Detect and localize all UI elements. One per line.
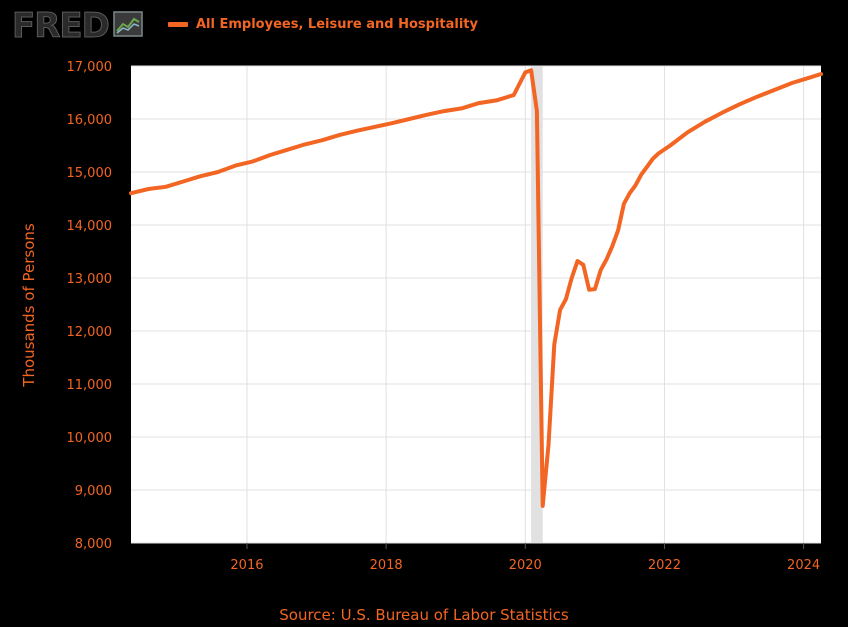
y-tick-label: 13,000 (67, 272, 113, 287)
x-tick-label: 2022 (648, 558, 681, 573)
y-tick-label: 12,000 (67, 325, 113, 340)
x-tick-label: 2018 (370, 558, 403, 573)
fred-logo-text: FRED (12, 6, 111, 46)
chart-legend: All Employees, Leisure and Hospitality (168, 17, 478, 32)
source-note: Source: U.S. Bureau of Labor Statistics (279, 606, 569, 624)
trend-chart-icon (113, 11, 143, 41)
legend-swatch (168, 22, 188, 27)
x-tick-label: 2024 (787, 558, 820, 573)
y-tick-label: 8,000 (75, 537, 112, 552)
fred-logo[interactable]: FRED (12, 6, 143, 46)
axis-ticks: 8,000 9,000 10,000 11,000 12,000 13,000 14,000… (67, 60, 821, 573)
y-tick-label: 9,000 (75, 484, 112, 499)
y-tick-label: 17,000 (67, 60, 113, 75)
recession-shading (531, 66, 543, 543)
x-tick-label: 2020 (509, 558, 542, 573)
plot-area (131, 66, 821, 543)
y-axis-title: Thousands of Persons (20, 223, 38, 387)
series-line-leisure-hospitality (129, 68, 823, 508)
legend-label: All Employees, Leisure and Hospitality (196, 17, 478, 32)
y-tick-label: 11,000 (67, 378, 113, 393)
x-tick-label: 2016 (230, 558, 263, 573)
y-tick-label: 15,000 (67, 166, 113, 181)
y-tick-label: 10,000 (67, 431, 113, 446)
y-tick-label: 16,000 (67, 113, 113, 128)
grid-lines (131, 65, 821, 544)
y-tick-label: 14,000 (67, 219, 113, 234)
